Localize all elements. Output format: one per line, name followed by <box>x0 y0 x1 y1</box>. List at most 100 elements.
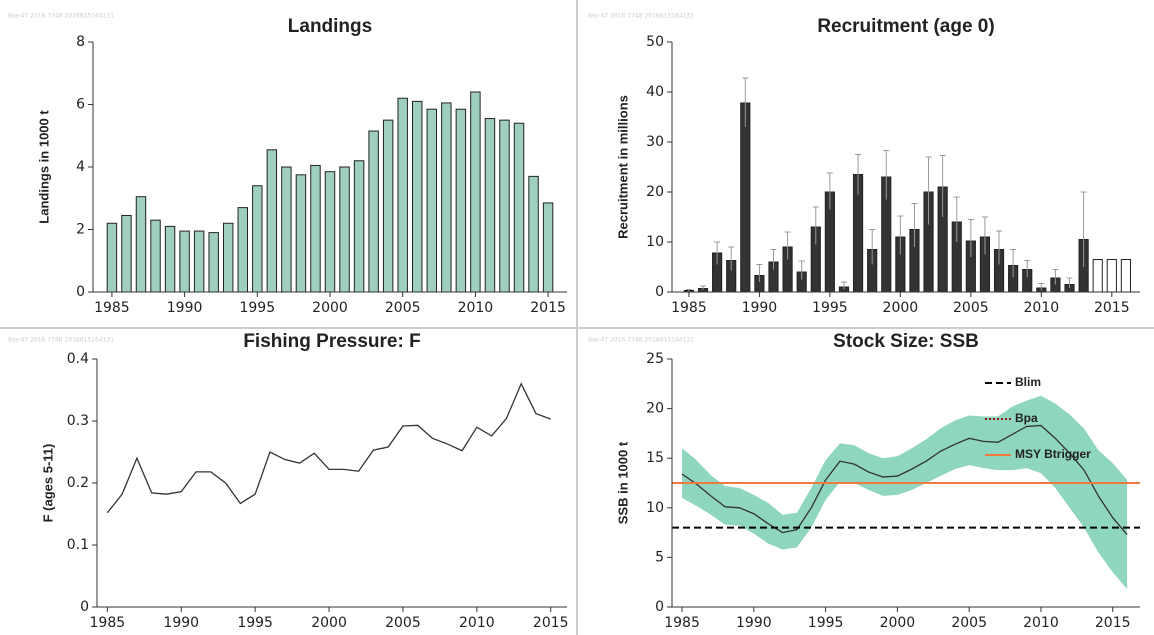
bar <box>542 202 554 293</box>
y-tick-label: 10 <box>646 234 664 250</box>
y-tick-label: 20 <box>646 184 664 200</box>
y-tick-label: 0.1 <box>67 537 89 553</box>
bar <box>252 185 263 293</box>
y-tick-label: 0 <box>655 284 664 300</box>
y-tick-label: 4 <box>76 159 85 175</box>
bar <box>324 171 336 293</box>
x-tick-label: 2005 <box>385 615 421 631</box>
y-tick-label: 40 <box>646 84 664 100</box>
bar <box>397 97 408 293</box>
y-tick-label: 0.4 <box>67 351 89 367</box>
x-tick-label: 2015 <box>1094 300 1130 316</box>
bar <box>1092 259 1103 293</box>
bar <box>222 222 234 293</box>
x-tick-label: 2000 <box>311 615 347 631</box>
bar <box>135 196 147 293</box>
y-tick-label: 15 <box>646 450 664 466</box>
bar <box>470 91 481 293</box>
x-tick-label: 1985 <box>90 615 126 631</box>
bar <box>528 175 539 293</box>
y-tick-label: 6 <box>76 97 85 113</box>
x-tick-label: 1985 <box>94 300 130 316</box>
x-tick-label: 2010 <box>458 300 494 316</box>
bar <box>295 174 307 293</box>
bar <box>237 207 248 293</box>
bar <box>382 119 394 293</box>
x-tick-label: 2000 <box>880 615 916 631</box>
x-tick-label: 2015 <box>533 615 569 631</box>
bar <box>164 225 176 293</box>
x-tick-label: 2010 <box>1023 615 1059 631</box>
chart-title: Recruitment (age 0) <box>817 16 994 37</box>
y-tick-label: 30 <box>646 134 664 150</box>
bar <box>1120 259 1131 293</box>
y-tick-label: 0 <box>76 284 85 300</box>
x-tick-label: 1990 <box>742 300 778 316</box>
chart-title: Fishing Pressure: F <box>243 331 420 352</box>
y-tick-label: 8 <box>76 34 85 50</box>
y-tick-label: 0.3 <box>67 413 89 429</box>
stamp: Bss-47 2016 7748 2016615164131 <box>8 337 114 344</box>
bar <box>1106 259 1117 293</box>
confidence-band <box>682 395 1128 590</box>
x-tick-label: 2010 <box>1024 300 1060 316</box>
x-tick-label: 1990 <box>736 615 772 631</box>
stamp: Bss-47 2016 7748 2016615164131 <box>588 337 694 344</box>
y-tick-label: 0.2 <box>67 475 89 491</box>
x-tick-label: 1995 <box>808 615 844 631</box>
x-tick-label: 1990 <box>167 300 203 316</box>
bar <box>455 108 467 293</box>
bar <box>426 108 438 293</box>
y-tick-label: 20 <box>646 401 664 417</box>
stamp: Bss-47 2016 7748 2016615164131 <box>588 13 694 20</box>
x-tick-label: 1990 <box>163 615 199 631</box>
y-axis-label: F (ages 5-11) <box>40 444 55 523</box>
x-tick-label: 1995 <box>237 615 273 631</box>
x-tick-label: 2005 <box>951 615 987 631</box>
bar <box>441 102 452 293</box>
chart-title: Landings <box>288 16 372 37</box>
y-tick-label: 50 <box>646 34 664 50</box>
x-tick-label: 1985 <box>671 300 707 316</box>
x-tick-label: 2015 <box>530 300 566 316</box>
y-axis-label: SSB in 1000 t <box>615 441 630 524</box>
x-tick-label: 2005 <box>953 300 989 316</box>
legend-label: Bpa <box>1015 411 1038 425</box>
bar <box>353 160 365 293</box>
legend-label: MSY Btrigger <box>1015 447 1091 461</box>
bar <box>208 232 219 293</box>
y-axis-label: Recruitment in millions <box>615 95 630 239</box>
y-axis-label: Landings in 1000 t <box>36 110 51 224</box>
bar <box>339 166 350 293</box>
y-tick-label: 10 <box>646 500 664 516</box>
y-tick-label: 2 <box>76 222 85 238</box>
x-tick-label: 2010 <box>459 615 495 631</box>
bar <box>484 118 496 293</box>
x-tick-label: 2005 <box>385 300 421 316</box>
bar <box>412 100 423 293</box>
bar <box>266 149 278 293</box>
x-tick-label: 1995 <box>239 300 275 316</box>
y-tick-label: 0 <box>80 599 89 615</box>
x-tick-label: 2000 <box>312 300 348 316</box>
stamp: Bss-47 2016 7748 2016615164131 <box>8 13 114 20</box>
bar <box>368 130 379 293</box>
bar <box>193 230 205 293</box>
bar <box>499 119 510 293</box>
bar <box>150 219 161 293</box>
line <box>106 382 551 514</box>
y-tick-label: 0 <box>655 599 664 615</box>
bar <box>106 222 118 293</box>
legend-label: Blim <box>1015 375 1041 389</box>
x-tick-label: 2000 <box>883 300 919 316</box>
x-tick-label: 1995 <box>812 300 848 316</box>
bar <box>513 122 525 293</box>
bar <box>281 166 292 293</box>
x-tick-label: 2015 <box>1095 615 1131 631</box>
y-tick-label: 25 <box>646 351 664 367</box>
bar <box>310 164 321 293</box>
line <box>681 424 1128 536</box>
bar <box>121 214 132 293</box>
y-tick-label: 5 <box>655 549 664 565</box>
